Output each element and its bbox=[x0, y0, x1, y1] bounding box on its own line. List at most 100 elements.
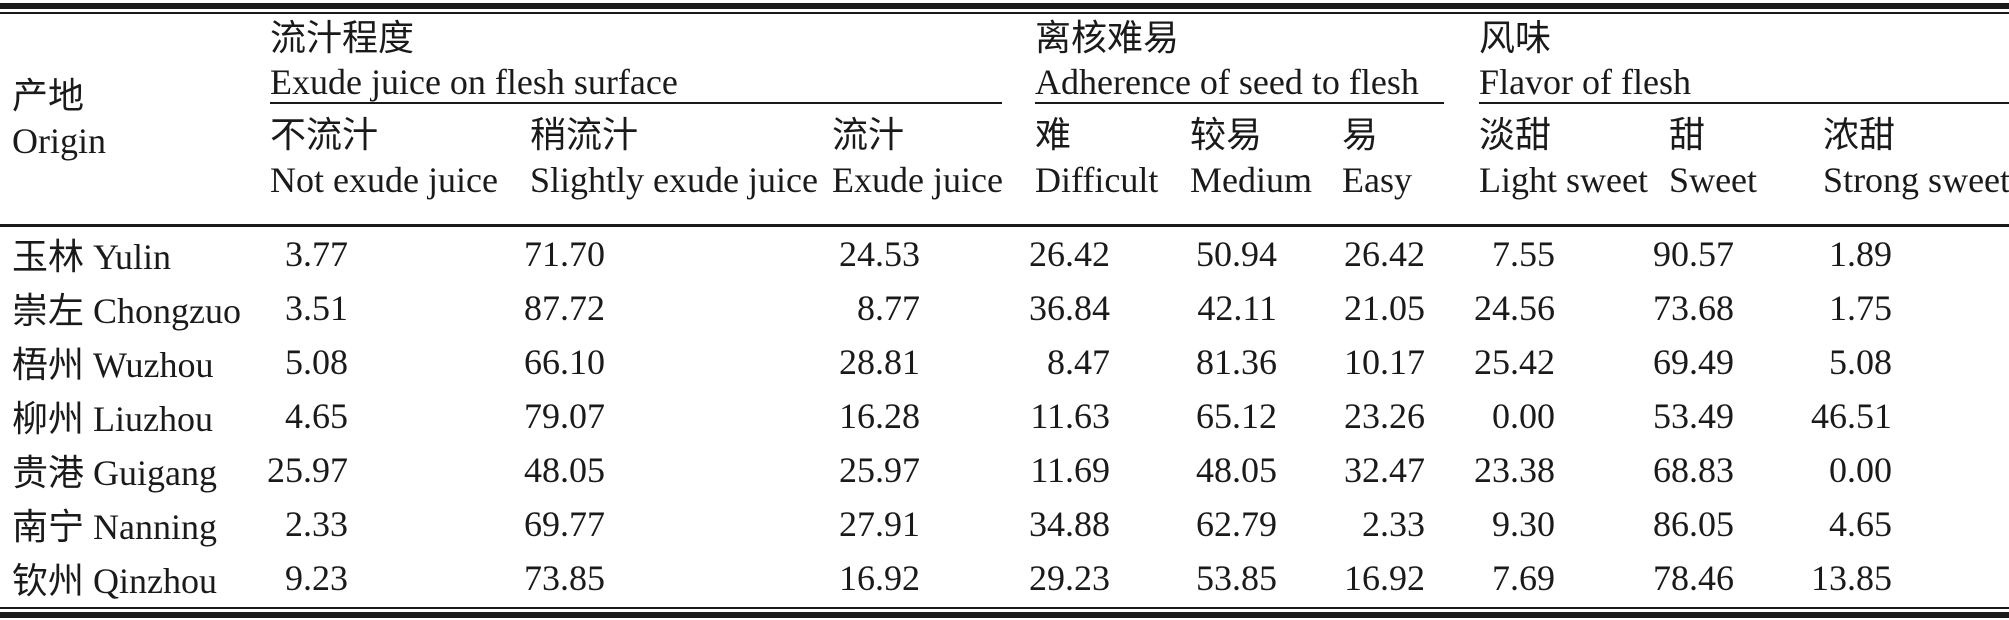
value-cell: 16.28 bbox=[832, 389, 1035, 443]
value-cell: 5.08 bbox=[1823, 335, 2009, 389]
table-row-liuzhou: 柳州 Liuzhou 4.65 79.07 16.28 11.63 65.12 23.26 0… bbox=[0, 389, 2009, 443]
value-number: 87.72 bbox=[524, 288, 605, 328]
value-cell: 90.57 bbox=[1653, 226, 1823, 282]
value-number: 53.85 bbox=[1196, 558, 1278, 598]
value-cell: 65.12 bbox=[1190, 389, 1342, 443]
value-number: 42.11 bbox=[1197, 288, 1278, 328]
value-cell: 66.10 bbox=[524, 335, 832, 389]
value-number: 24.56 bbox=[1474, 288, 1556, 328]
value-cell: 36.84 bbox=[1029, 281, 1190, 335]
origin-cell: 柳州 Liuzhou bbox=[12, 399, 213, 439]
column-header-zh: 淡甜 bbox=[1479, 115, 1552, 155]
group-header-3: 风味 Flavor of flesh bbox=[1479, 14, 2009, 104]
value-number: 21.05 bbox=[1344, 288, 1426, 328]
column-header-en: Strong sweet bbox=[1823, 160, 2009, 200]
column-header-zh: 甜 bbox=[1669, 115, 1706, 155]
value-cell: 23.26 bbox=[1342, 389, 1479, 443]
value-number: 3.77 bbox=[285, 234, 348, 274]
value-number: 86.05 bbox=[1653, 504, 1735, 544]
value-cell: 25.42 bbox=[1474, 335, 1669, 389]
value-number: 7.55 bbox=[1492, 234, 1556, 274]
column-header-zh: 不流汁 bbox=[270, 115, 379, 155]
column-header-6: 易 Easy bbox=[1342, 104, 1480, 227]
value-cell: 2.33 bbox=[1342, 497, 1479, 551]
column-header-7: 淡甜 Light sweet bbox=[1479, 104, 1670, 227]
value-cell: 78.46 bbox=[1653, 551, 1823, 605]
table-row-chongzuo: 崇左 Chongzuo 3.51 87.72 8.77 36.84 42.11 21.05 2… bbox=[0, 281, 2009, 335]
value-number: 25.97 bbox=[267, 450, 348, 490]
value-number: 4.65 bbox=[1829, 504, 1893, 544]
column-header-en: Medium bbox=[1190, 160, 1313, 200]
value-number: 5.08 bbox=[1829, 342, 1893, 382]
value-number: 9.23 bbox=[285, 558, 348, 598]
value-number: 71.70 bbox=[524, 234, 605, 274]
value-number: 7.69 bbox=[1492, 558, 1556, 598]
value-number: 16.92 bbox=[839, 558, 920, 598]
value-number: 1.89 bbox=[1829, 234, 1893, 274]
group-header-zh: 风味 bbox=[1479, 18, 1552, 58]
value-number: 10.17 bbox=[1344, 342, 1426, 382]
value-number: 2.33 bbox=[1362, 504, 1426, 544]
value-cell: 7.69 bbox=[1479, 551, 1669, 605]
value-number: 34.88 bbox=[1029, 504, 1111, 544]
value-cell: 13.85 bbox=[1811, 551, 2009, 605]
column-header-en: Easy bbox=[1342, 160, 1413, 200]
origin-cell: 贵港 Guigang bbox=[12, 453, 217, 493]
value-cell: 3.51 bbox=[270, 281, 530, 335]
value-number: 73.85 bbox=[524, 558, 605, 598]
value-number: 28.81 bbox=[839, 342, 920, 382]
origin-cell: 玉林 Yulin bbox=[12, 237, 172, 277]
column-header-zh: 浓甜 bbox=[1823, 115, 1896, 155]
column-header-5: 较易 Medium bbox=[1190, 104, 1343, 227]
origin-column-header: 产地 Origin bbox=[0, 14, 270, 227]
value-number: 36.84 bbox=[1029, 288, 1111, 328]
value-cell: 27.91 bbox=[832, 497, 1035, 551]
value-number: 9.30 bbox=[1492, 504, 1556, 544]
column-header-2: 稍流汁 Slightly exude juice bbox=[530, 104, 832, 227]
origin-cell: 梧州 Wuzhou bbox=[12, 345, 214, 385]
value-number: 79.07 bbox=[524, 396, 605, 436]
value-cell: 71.70 bbox=[524, 226, 832, 282]
value-cell: 73.68 bbox=[1653, 281, 1823, 335]
value-cell: 32.47 bbox=[1342, 443, 1479, 497]
column-header-en: Sweet bbox=[1669, 160, 1758, 200]
table-row-yulin: 玉林 Yulin 3.77 71.70 24.53 26.42 50.94 26.42 7.5… bbox=[0, 226, 2009, 282]
value-cell: 48.05 bbox=[524, 443, 832, 497]
value-number: 25.42 bbox=[1474, 342, 1556, 382]
group-header-underline-1: 流汁程度 Exude juice on flesh surface bbox=[270, 14, 1003, 104]
column-header-en: Difficult bbox=[1035, 160, 1159, 200]
table-row-guigang: 贵港 Guigang 25.97 48.05 25.97 11.69 48.05 32.47… bbox=[0, 443, 2009, 497]
value-cell: 68.83 bbox=[1653, 443, 1823, 497]
value-cell: 69.77 bbox=[524, 497, 832, 551]
value-cell: 24.53 bbox=[832, 226, 1035, 282]
value-cell: 16.92 bbox=[1342, 551, 1479, 605]
value-cell: 87.72 bbox=[524, 281, 832, 335]
value-number: 8.77 bbox=[857, 288, 920, 328]
value-number: 66.10 bbox=[524, 342, 605, 382]
value-cell: 0.00 bbox=[1479, 389, 1669, 443]
value-cell: 28.81 bbox=[832, 335, 1035, 389]
origin-cell: 崇左 Chongzuo bbox=[12, 291, 241, 331]
value-cell: 4.65 bbox=[1823, 497, 2009, 551]
value-cell: 1.89 bbox=[1823, 226, 2009, 282]
group-header-zh: 流汁程度 bbox=[270, 18, 415, 58]
group-header-en: Adherence of seed to flesh bbox=[1035, 62, 1419, 102]
group-header-en: Flavor of flesh bbox=[1479, 62, 1692, 102]
value-cell: 4.65 bbox=[270, 389, 530, 443]
value-cell: 5.08 bbox=[270, 335, 530, 389]
value-number: 2.33 bbox=[285, 504, 348, 544]
value-cell: 8.47 bbox=[1035, 335, 1190, 389]
value-cell: 81.36 bbox=[1190, 335, 1342, 389]
value-number: 32.47 bbox=[1344, 450, 1426, 490]
value-number: 25.97 bbox=[839, 450, 920, 490]
column-header-en: Light sweet bbox=[1479, 160, 1649, 200]
value-cell: 24.56 bbox=[1474, 281, 1669, 335]
column-header-9: 浓甜 Strong sweet bbox=[1823, 104, 2009, 227]
value-cell: 9.30 bbox=[1479, 497, 1669, 551]
table-top-rule-thin bbox=[0, 12, 2009, 14]
column-header-zh: 流汁 bbox=[832, 115, 905, 155]
column-header-en: Not exude juice bbox=[270, 160, 498, 200]
value-cell: 53.49 bbox=[1653, 389, 1823, 443]
column-header-en: Slightly exude juice bbox=[530, 160, 818, 200]
value-cell: 29.23 bbox=[1029, 551, 1190, 605]
